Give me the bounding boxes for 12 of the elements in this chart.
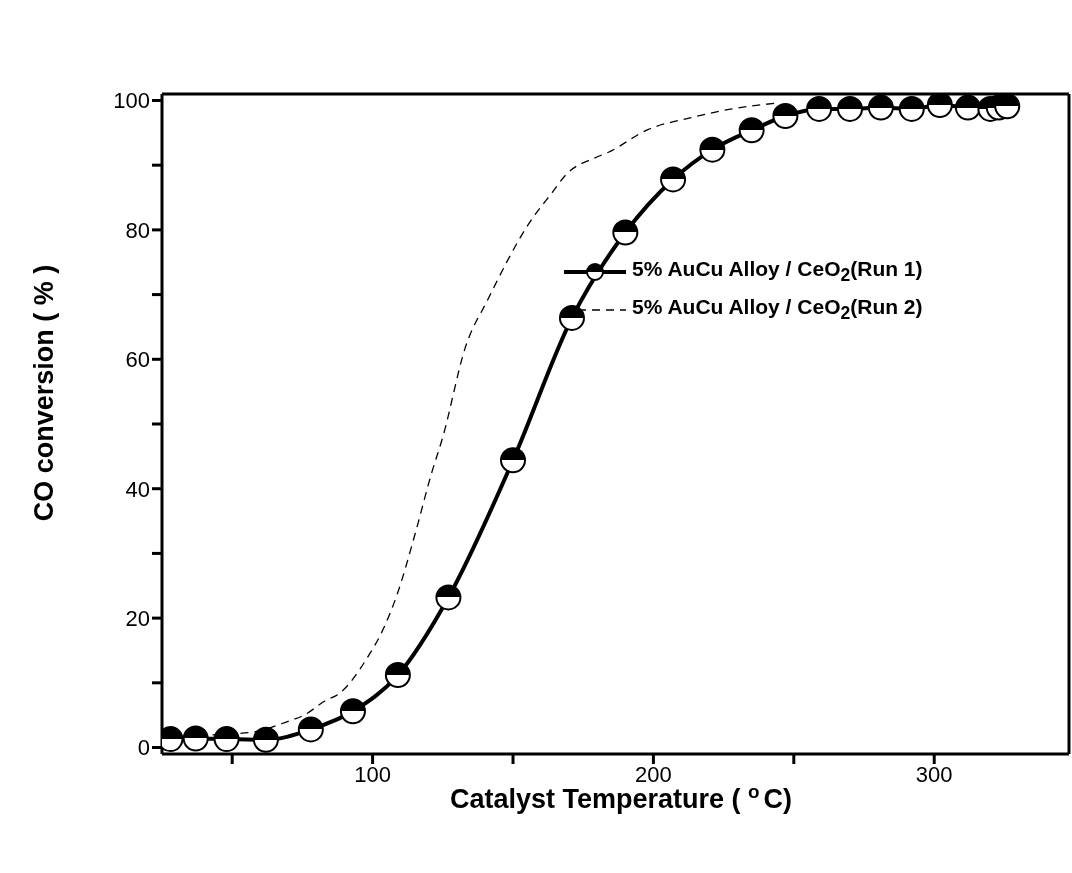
x-tick-label: 200 — [635, 761, 672, 787]
y-tick-label: 20 — [125, 605, 150, 631]
x-tick-label: 300 — [915, 761, 953, 787]
y-tick-label: 60 — [125, 347, 150, 373]
legend-label: 5% AuCu Alloy / CeO$_{2}$(Run 2) — [632, 295, 923, 325]
y-tick-label: 80 — [125, 217, 150, 243]
y-tick-label: 100 — [113, 88, 150, 114]
legend-label: 5% AuCu Alloy / CeO$_{2}$(Run 1) — [632, 257, 923, 287]
y-tick-label: 0 — [137, 735, 150, 761]
y-tick-label: 40 — [125, 476, 150, 502]
x-tick-label: 100 — [354, 761, 391, 787]
y-axis-title: CO conversion ( % ) — [29, 264, 59, 522]
